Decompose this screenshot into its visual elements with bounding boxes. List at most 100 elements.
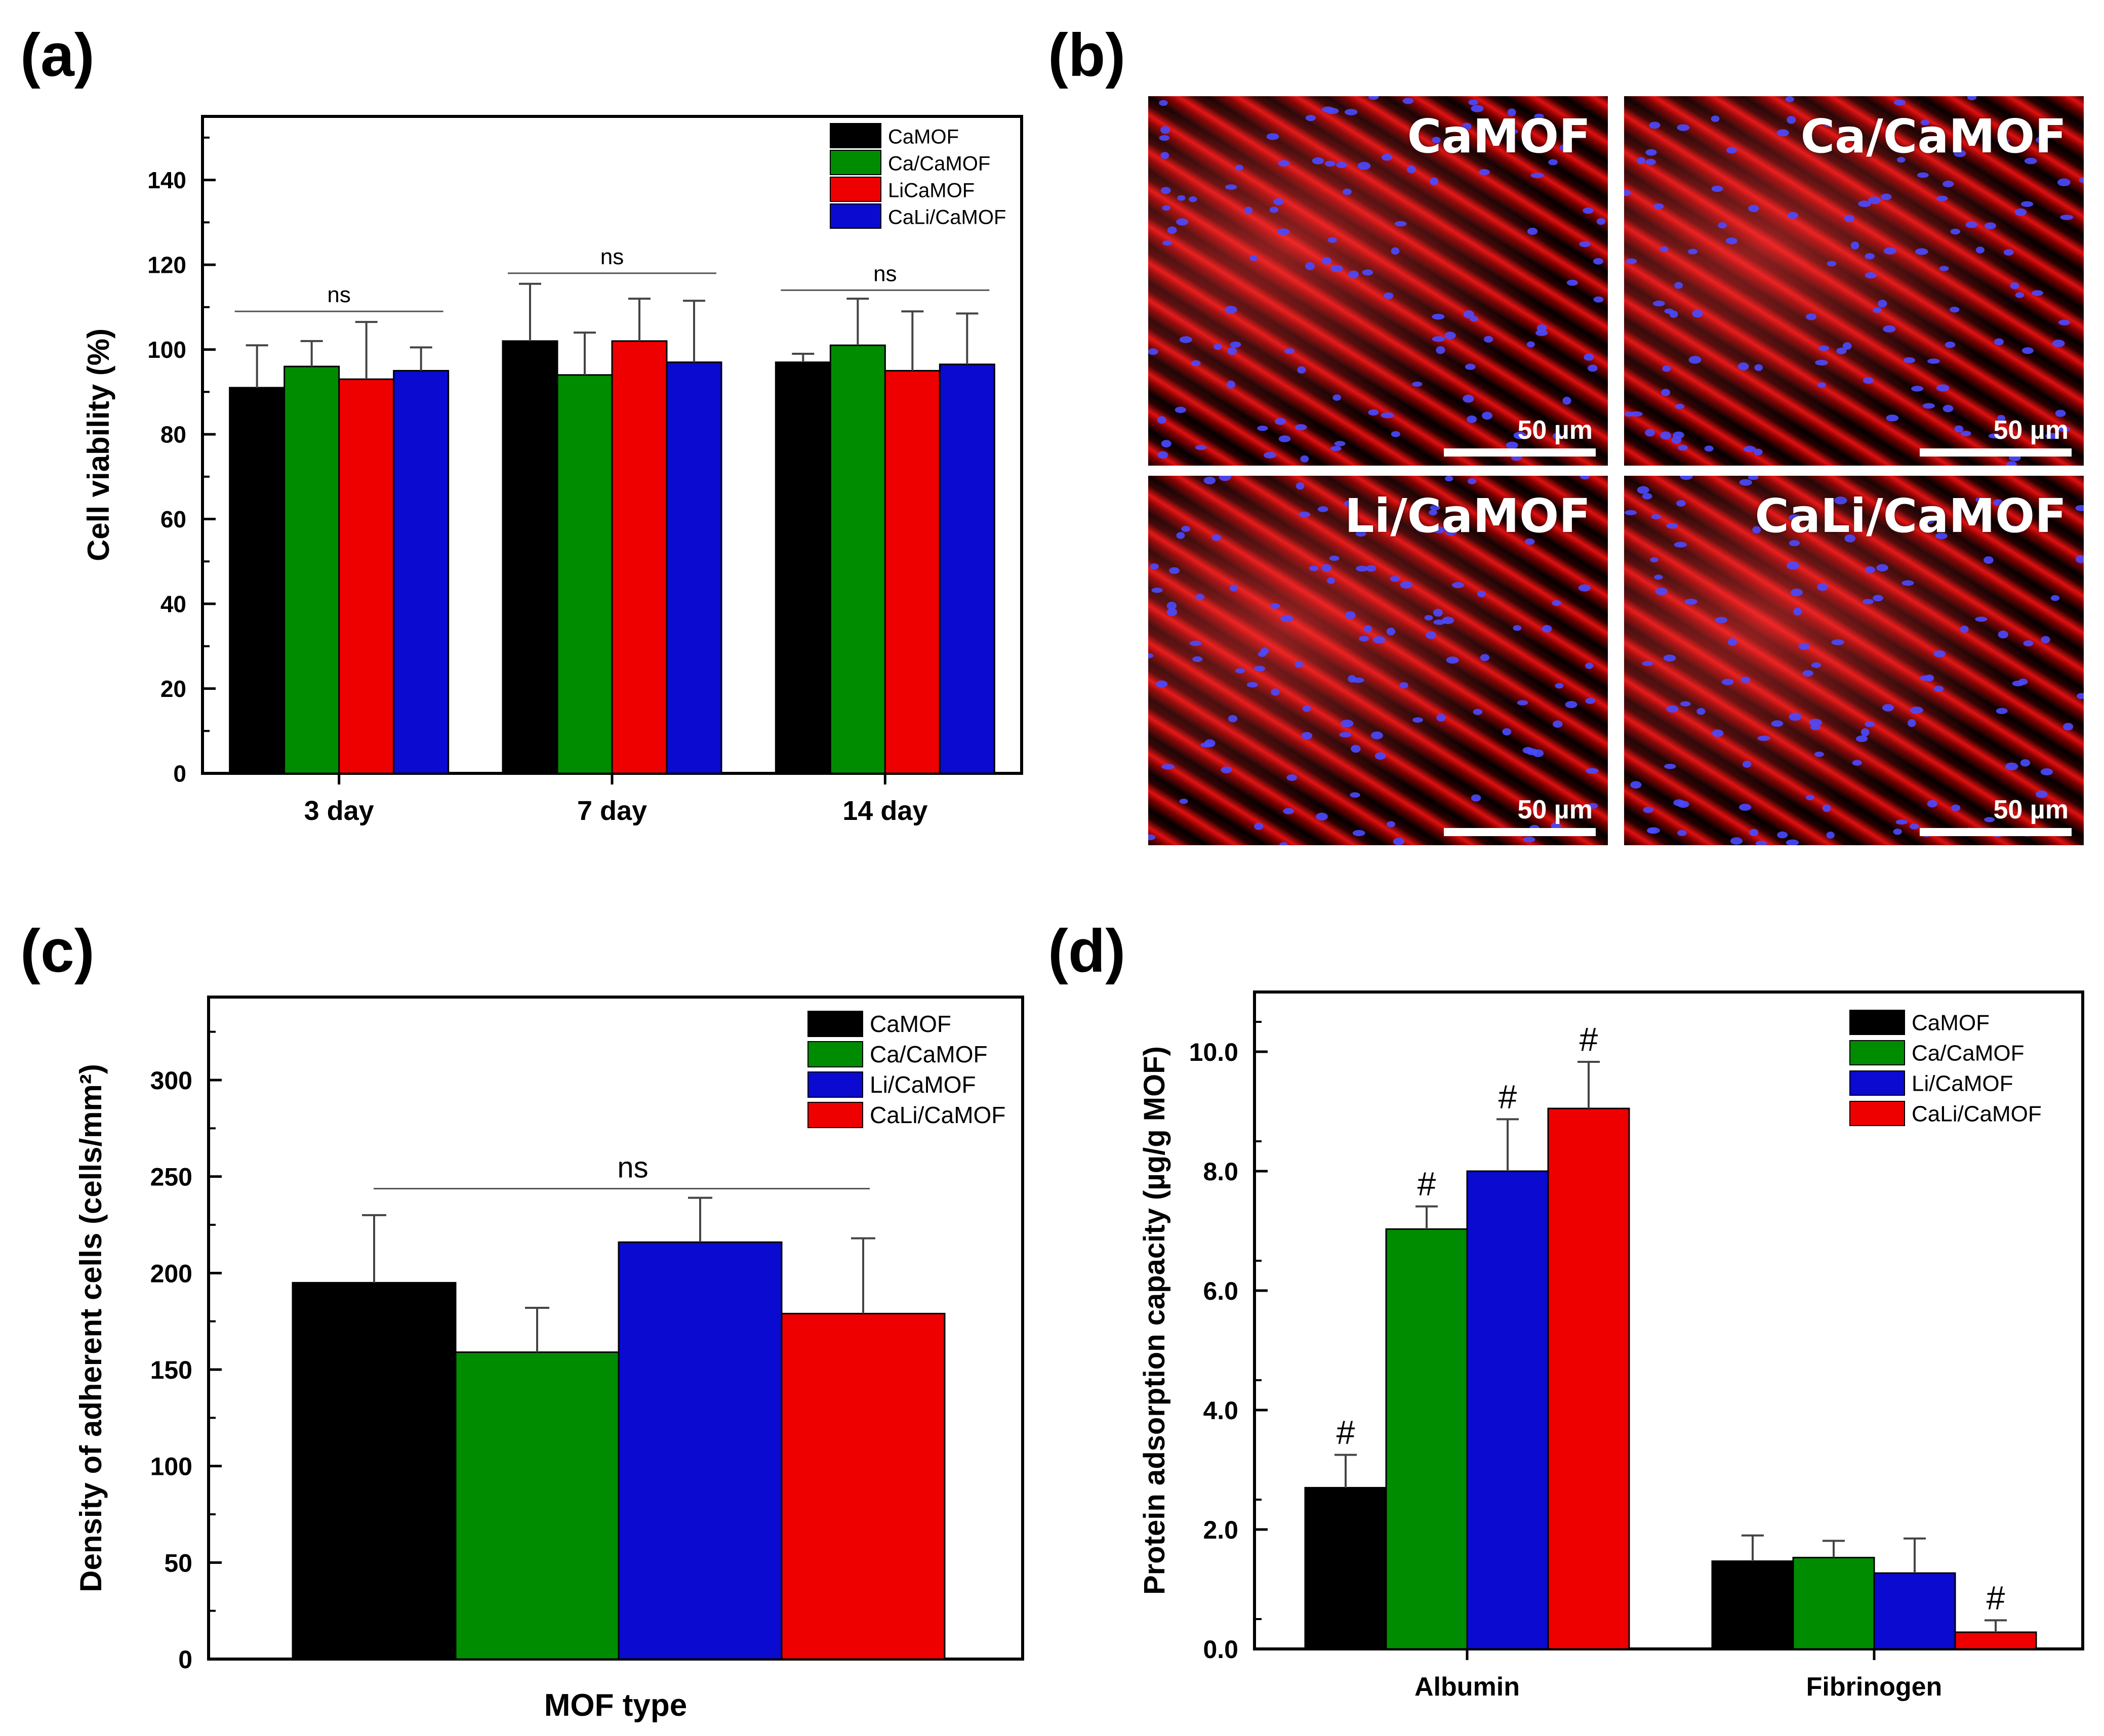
cell-nucleus <box>1148 834 1156 840</box>
cell-nucleus <box>1785 96 1794 102</box>
y-tick-label: 100 <box>147 337 186 363</box>
chart-a: 0 20 40 60 80 100 120 140 Cell viability (%) 3 da… <box>82 115 1023 826</box>
cell-nucleus <box>1169 567 1180 574</box>
cell-nucleus <box>1585 697 1595 704</box>
cell-nucleus <box>1258 651 1267 657</box>
legend-swatch <box>830 123 881 148</box>
cell-nucleus <box>1737 362 1749 370</box>
cell-nucleus <box>1589 803 1598 809</box>
cell-nucleus <box>1513 625 1522 631</box>
cell-nucleus <box>1482 411 1492 420</box>
cell-nucleus <box>1280 614 1293 623</box>
cell-nucleus <box>1301 732 1313 740</box>
cell-nucleus <box>1650 557 1658 563</box>
cell-nucleus <box>1810 724 1820 730</box>
cell-nucleus <box>1748 476 1759 480</box>
bar <box>1385 1228 1468 1650</box>
cell-nucleus <box>1204 739 1216 748</box>
cell-nucleus <box>1264 451 1276 459</box>
cell-nucleus <box>1176 532 1185 539</box>
nuclei-overlay <box>1148 96 1606 463</box>
cell-nucleus <box>1811 662 1821 668</box>
y-tick-label: 250 <box>150 1163 192 1191</box>
cell-nucleus <box>1630 411 1643 417</box>
cell-nucleus <box>1235 668 1245 674</box>
cell-nucleus <box>1297 366 1306 374</box>
cell-nucleus <box>1444 332 1456 340</box>
cell-nucleus <box>1645 158 1656 166</box>
cell-nucleus <box>1651 514 1661 519</box>
cell-nucleus <box>1809 719 1823 726</box>
cell-nucleus <box>1433 619 1446 625</box>
cell-nucleus <box>1910 823 1919 830</box>
cell-nucleus <box>1148 653 1154 658</box>
cell-nucleus <box>1593 258 1603 265</box>
cell-nucleus <box>1865 566 1875 573</box>
cell-nucleus <box>2063 723 2074 731</box>
bar <box>1547 1107 1630 1650</box>
cell-nucleus <box>1925 674 1934 682</box>
cell-nucleus <box>1565 700 1577 709</box>
cell-nucleus <box>1677 124 1690 131</box>
bar <box>229 387 286 774</box>
cell-nucleus <box>1814 752 1824 757</box>
y-tick-label: 2.0 <box>1203 1516 1238 1544</box>
cell-nucleus <box>1935 532 1948 540</box>
cell-nucleus <box>1673 431 1684 439</box>
cell-nucleus <box>1643 807 1653 813</box>
cell-nucleus <box>1802 670 1813 677</box>
cell-nucleus <box>1159 100 1168 106</box>
cell-nucleus <box>1578 584 1591 592</box>
legend-label: CaMOF <box>888 126 959 148</box>
cell-nucleus <box>1661 389 1671 396</box>
bar <box>455 1351 620 1660</box>
nuclei-overlay <box>1624 96 2084 466</box>
cell-nucleus <box>1468 478 1477 484</box>
cell-nucleus <box>1357 161 1371 170</box>
cell-nucleus <box>1738 804 1752 811</box>
cell-nucleus <box>1430 505 1440 511</box>
bar <box>775 361 831 774</box>
cell-nucleus <box>1355 530 1366 537</box>
cell-nucleus <box>1805 313 1817 320</box>
cell-nucleus <box>1997 415 2005 422</box>
cell-nucleus <box>1344 109 1358 115</box>
cell-nucleus <box>1895 819 1908 825</box>
cell-nucleus <box>1343 188 1352 195</box>
cell-nucleus <box>1275 418 1286 425</box>
cell-nucleus <box>1777 831 1788 839</box>
cell-nucleus <box>1359 636 1369 642</box>
cell-nucleus <box>1266 133 1279 140</box>
cell-nucleus <box>1535 329 1548 336</box>
cell-nucleus <box>1432 336 1445 342</box>
micrograph-tile: CaLi/CaMOF 50 µm <box>1624 476 2084 845</box>
cell-nucleus <box>1286 774 1297 781</box>
cell-nucleus <box>1692 309 1703 318</box>
cell-nucleus <box>1332 394 1341 401</box>
panel-b-label: (b) <box>1048 21 1125 89</box>
cell-nucleus <box>1960 626 1969 633</box>
plot-frame <box>1253 990 2084 1650</box>
cell-nucleus <box>1945 341 1956 348</box>
cell-nucleus <box>1175 406 1186 414</box>
bar <box>611 340 668 774</box>
bar <box>393 369 450 774</box>
cell-nucleus <box>1823 120 1832 127</box>
cell-nucleus <box>1446 656 1459 664</box>
micrograph-label: Ca/CaMOF <box>1800 109 2067 163</box>
cell-nucleus <box>1534 113 1544 119</box>
cell-nucleus <box>1348 270 1359 278</box>
cell-nucleus <box>1339 732 1352 737</box>
panel-d-label: (d) <box>1048 917 1125 985</box>
cell-nucleus <box>1793 607 1802 615</box>
scale-bar <box>1444 828 1596 836</box>
cell-nucleus <box>1527 228 1538 235</box>
cell-nucleus <box>1277 228 1290 235</box>
cell-nucleus <box>1677 830 1687 836</box>
cell-nucleus <box>1271 688 1280 696</box>
cell-nucleus <box>1883 247 1896 255</box>
cell-nucleus <box>1566 279 1578 286</box>
cell-nucleus <box>1368 409 1379 416</box>
cell-nucleus <box>2014 208 2027 216</box>
cell-nucleus <box>1203 476 1216 484</box>
